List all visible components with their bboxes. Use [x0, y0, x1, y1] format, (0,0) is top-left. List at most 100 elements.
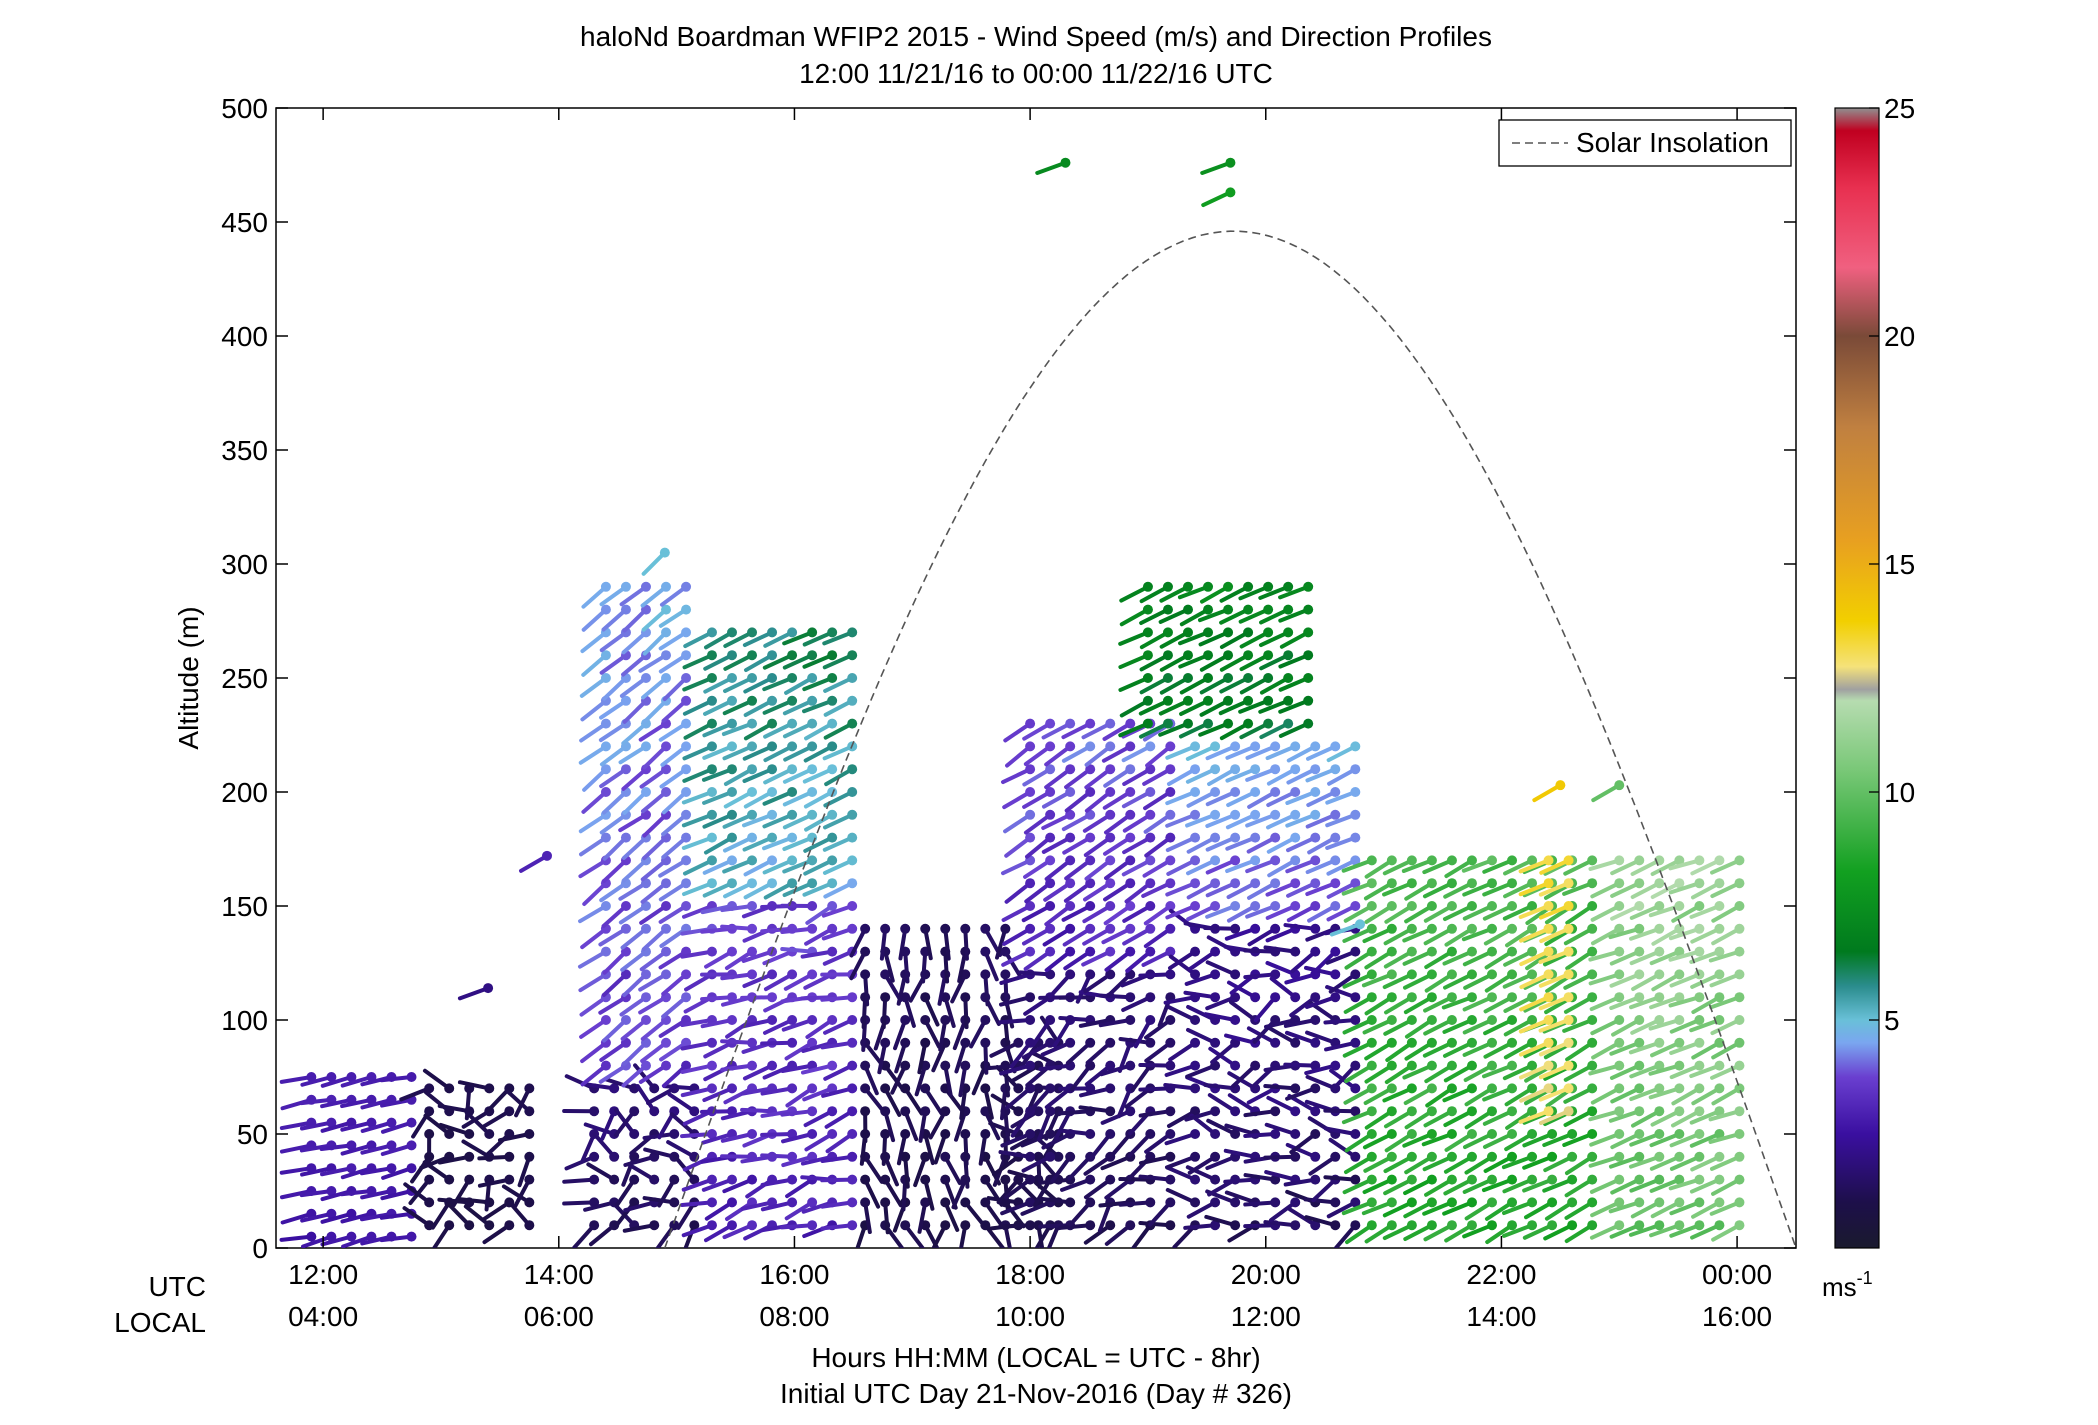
- wind-barb-head: [1543, 1015, 1554, 1025]
- wind-barb-head: [1230, 764, 1241, 775]
- wind-barb-line: [802, 767, 835, 784]
- wind-barb-head: [807, 741, 818, 752]
- wind-barb-line: [1165, 1165, 1198, 1182]
- wind-barb-line: [1629, 926, 1662, 941]
- wind-barb-head: [1366, 1106, 1377, 1117]
- wind-barb-head: [1283, 695, 1294, 706]
- wind-barb-head: [727, 1174, 737, 1185]
- wind-barb-line: [1403, 1223, 1434, 1242]
- wind-barb-head: [1085, 718, 1096, 729]
- wind-barb-head: [326, 1186, 337, 1196]
- wind-barb-line: [572, 1223, 597, 1248]
- wind-barb-line: [1588, 949, 1622, 962]
- wind-barb-line: [661, 972, 689, 996]
- wind-barb-head: [747, 809, 758, 820]
- wind-barb-head: [1225, 157, 1236, 168]
- wind-barb-line: [380, 1143, 414, 1157]
- wind-barb-line: [1563, 972, 1595, 990]
- wind-barb-head: [609, 1083, 620, 1094]
- wind-barb-line: [1324, 1040, 1358, 1052]
- wind-barb-line: [804, 926, 835, 946]
- wind-barb-head: [681, 809, 692, 820]
- wind-barb-line: [1382, 1200, 1414, 1218]
- wind-barb-head: [787, 1151, 798, 1162]
- wind-barb-head: [1507, 1060, 1518, 1071]
- wind-barb-line: [1403, 972, 1434, 990]
- wind-barb-line: [1669, 1063, 1702, 1080]
- wind-barb-line: [1003, 1109, 1011, 1144]
- wind-barb-line: [1259, 676, 1291, 695]
- wind-barb-line: [633, 1063, 657, 1091]
- wind-barb-line: [720, 1132, 755, 1143]
- wind-barb-head: [1487, 1151, 1497, 1162]
- wind-barb-line: [1278, 698, 1311, 714]
- wind-barb-head: [1466, 878, 1477, 889]
- wind-barb-head: [1125, 923, 1136, 934]
- wind-barb-line: [1305, 1030, 1338, 1045]
- wind-barb-line: [1034, 1223, 1053, 1248]
- wind-barb-line: [582, 881, 608, 906]
- wind-barb-head: [620, 901, 631, 911]
- wind-barb-line: [1023, 995, 1053, 1016]
- wind-barb-line: [1118, 630, 1150, 646]
- wind-barb-line: [1562, 1132, 1595, 1147]
- wind-barb-line: [804, 721, 835, 741]
- utc-tick-label: 18:00: [995, 1259, 1065, 1290]
- wind-barb-head: [1694, 1083, 1705, 1094]
- wind-barb-head: [1190, 1151, 1201, 1162]
- wind-barb-line: [659, 767, 689, 789]
- wind-barb-head: [661, 604, 672, 615]
- wind-barb-line: [1265, 961, 1298, 977]
- wind-barb-line: [622, 1223, 657, 1233]
- wind-barb-head: [706, 673, 717, 683]
- wind-barb-head: [1210, 1129, 1221, 1139]
- wind-barb-head: [609, 1174, 620, 1185]
- wind-barb-head: [1587, 1060, 1598, 1071]
- wind-barb-head: [1446, 1129, 1457, 1139]
- wind-barb-head: [1466, 1197, 1477, 1208]
- wind-barb-head: [1563, 923, 1574, 934]
- wind-barb-line: [722, 698, 755, 716]
- wind-barb-head: [1466, 855, 1477, 866]
- wind-barb-head: [1567, 1220, 1578, 1231]
- wind-barb-head: [1694, 1151, 1705, 1162]
- wind-barb-head: [1125, 1220, 1136, 1231]
- wind-barb-head: [1614, 992, 1625, 1003]
- wind-barb-line: [1023, 744, 1053, 767]
- wind-barb-head: [649, 1106, 660, 1117]
- wind-barb-head: [1466, 969, 1477, 980]
- wind-barb-head: [1065, 741, 1076, 752]
- wind-barb-line: [938, 1018, 948, 1052]
- wind-barb-head: [681, 855, 692, 866]
- wind-barb-head: [444, 1174, 455, 1185]
- wind-barb-head: [1165, 1106, 1176, 1117]
- wind-barb-line: [1564, 1223, 1595, 1244]
- wind-barb-line: [598, 995, 628, 1015]
- wind-barb-head: [1654, 1129, 1665, 1139]
- wind-barb-head: [1543, 901, 1554, 911]
- wind-barb-head: [1210, 787, 1221, 797]
- wind-barb-head: [747, 1129, 758, 1139]
- wind-barb-line: [963, 1200, 987, 1228]
- wind-barb-line: [784, 1200, 815, 1221]
- wind-barb-head: [1303, 650, 1314, 661]
- wind-barb-head: [1223, 581, 1234, 592]
- wind-barb-head: [1446, 901, 1457, 911]
- wind-barb-line: [340, 1097, 374, 1109]
- wind-barb-line: [1522, 1177, 1555, 1193]
- wind-barb-head: [1270, 1129, 1281, 1139]
- wind-barb-head: [1547, 1151, 1558, 1162]
- wind-barb-head: [787, 832, 798, 843]
- wind-barb-line: [743, 676, 775, 694]
- wind-barb-line: [1225, 835, 1258, 851]
- wind-barb-head: [1654, 923, 1665, 934]
- wind-barb-head: [1190, 901, 1201, 911]
- wind-barb-line: [602, 858, 628, 883]
- wind-barb-line: [801, 1040, 835, 1053]
- wind-barb-line: [562, 1200, 597, 1206]
- wind-barb-line: [1003, 1177, 1033, 1200]
- wind-barb-head: [1065, 1151, 1076, 1162]
- wind-barb-head: [1270, 1106, 1281, 1117]
- wind-barb-head: [1230, 809, 1241, 820]
- wind-barb-head: [847, 718, 858, 729]
